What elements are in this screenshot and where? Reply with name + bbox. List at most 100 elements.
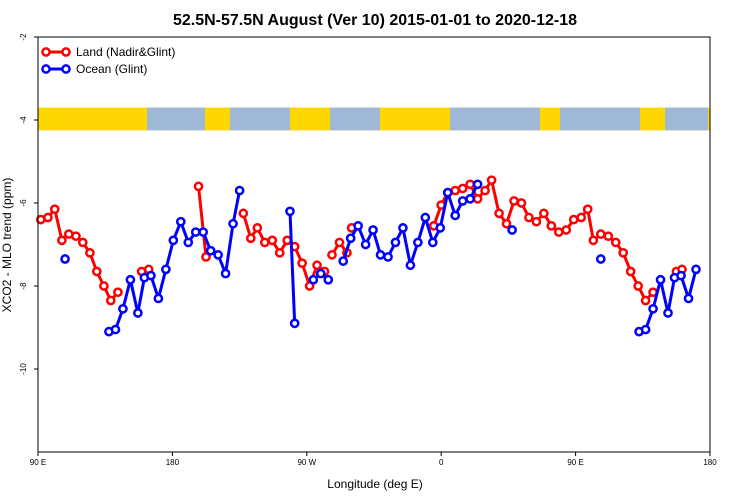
series-1-point-12: [183, 237, 194, 248]
legend-marker-right-0: [61, 47, 71, 57]
series-0-point-7: [85, 247, 95, 258]
legend-label-0: Land (Nadir&Glint): [76, 45, 175, 59]
series-1-point-9: [161, 264, 171, 275]
series-1-point-30: [375, 250, 386, 260]
series-0-point-57: [610, 237, 621, 248]
series-0-point-19: [259, 237, 270, 248]
x-tick-label-4: 90 E: [567, 458, 583, 467]
series-1-point-39: [442, 187, 453, 198]
series-1-line-4: [341, 183, 479, 267]
series-0-point-1: [43, 212, 53, 223]
series-0-point-28: [327, 250, 337, 260]
x-tick-label-0: 90 E: [30, 458, 46, 467]
legend: Land (Nadir&Glint) Ocean (Glint): [41, 45, 175, 76]
series-1-point-47: [640, 324, 651, 335]
series-1-point-40: [450, 210, 461, 221]
series-0-point-14: [193, 181, 204, 192]
series-0-point-50: [561, 225, 572, 235]
series-1-point-38: [435, 223, 446, 233]
series-0-point-42: [501, 218, 512, 229]
ocean-band-5: [665, 107, 708, 131]
series-0-point-54: [588, 235, 599, 246]
series-1-point-45: [595, 254, 606, 264]
series-1-point-16: [213, 250, 223, 260]
series-1-point-0: [60, 254, 70, 264]
series-0-point-46: [531, 216, 542, 227]
series-0-point-48: [546, 220, 557, 231]
y-tick-label-3: -8: [19, 282, 28, 290]
y-tick-label-0: -2: [19, 33, 28, 41]
series-1-point-54: [691, 264, 701, 275]
series-0-point-44: [516, 198, 527, 208]
series-0-point-3: [57, 235, 67, 246]
series-1-point-34: [405, 260, 416, 271]
series-0-point-15: [201, 252, 211, 262]
land-ocean-band: [38, 107, 710, 131]
series-1-point-21: [289, 318, 300, 329]
series-0-point-8: [91, 266, 102, 277]
series-0-point-39: [480, 185, 490, 196]
series-0-point-55: [595, 229, 606, 239]
series-1-point-25: [338, 256, 349, 266]
series-0-point-6: [77, 237, 88, 248]
ocean-band-0: [147, 107, 205, 131]
series-1-point-49: [655, 274, 666, 285]
series-1-point-37: [427, 237, 438, 248]
axes: 90 E 180 90 W 0 90 E 180 -2 -4 -6 -8 -10: [19, 33, 717, 467]
y-axis-label: XCO2 - MLO trend (ppm): [0, 178, 14, 313]
series-0-point-36: [457, 183, 468, 194]
series-1-point-33: [398, 223, 408, 233]
series-0-point-35: [450, 185, 461, 196]
series-0-point-56: [603, 231, 614, 242]
series-0-point-24: [297, 258, 307, 269]
series-1-point-43: [472, 179, 483, 190]
series-1-point-23: [315, 268, 326, 279]
series-0-point-16: [238, 208, 249, 219]
series-1-point-42: [465, 194, 475, 204]
y-tick-label-4: -10: [19, 363, 28, 375]
series-1-point-17: [220, 268, 231, 279]
series-0-point-2: [49, 204, 60, 215]
series-0-point-47: [539, 208, 549, 219]
series-layer: [35, 175, 701, 337]
ocean-band-4: [560, 107, 640, 131]
series-1-point-20: [285, 206, 295, 217]
series-0-point-59: [625, 266, 636, 277]
series-0-point-37: [465, 179, 475, 190]
series-0-point-53: [582, 204, 593, 215]
y-tick-label-2: -6: [19, 199, 28, 207]
series-1-point-48: [648, 303, 658, 314]
series-1-point-15: [205, 245, 216, 256]
series-1-point-8: [153, 293, 164, 304]
series-1-point-35: [413, 237, 423, 248]
series-0-point-51: [568, 214, 579, 225]
series-1-point-29: [368, 225, 378, 235]
series-0-point-58: [618, 247, 629, 258]
series-0-point-26: [312, 260, 322, 271]
series-0: [35, 175, 687, 306]
x-tick-label-5: 180: [703, 458, 717, 467]
legend-marker-left-1: [41, 64, 51, 74]
series-1-point-27: [353, 220, 363, 231]
series-0-point-21: [274, 247, 285, 258]
series-1-point-11: [175, 216, 186, 227]
series-0-point-45: [524, 212, 534, 223]
series-0-point-5: [71, 231, 81, 242]
series-1-point-36: [420, 212, 431, 223]
chart-title: 52.5N-57.5N August (Ver 10) 2015-01-01 t…: [173, 12, 577, 29]
series-1-point-41: [457, 196, 468, 206]
series-1-point-52: [676, 270, 686, 281]
series-1: [60, 179, 701, 337]
x-tick-label-2: 90 W: [297, 458, 316, 467]
series-1-point-5: [133, 308, 143, 318]
series-0-point-52: [576, 212, 587, 223]
y-tick-label-1: -4: [19, 116, 28, 124]
series-1-point-22: [308, 274, 319, 285]
x-tick-label-3: 0: [439, 458, 444, 467]
series-0-point-43: [509, 196, 519, 206]
series-0-point-29: [334, 237, 345, 248]
series-1-point-14: [198, 227, 209, 237]
series-0-point-11: [113, 287, 123, 298]
series-1-point-50: [663, 308, 673, 318]
